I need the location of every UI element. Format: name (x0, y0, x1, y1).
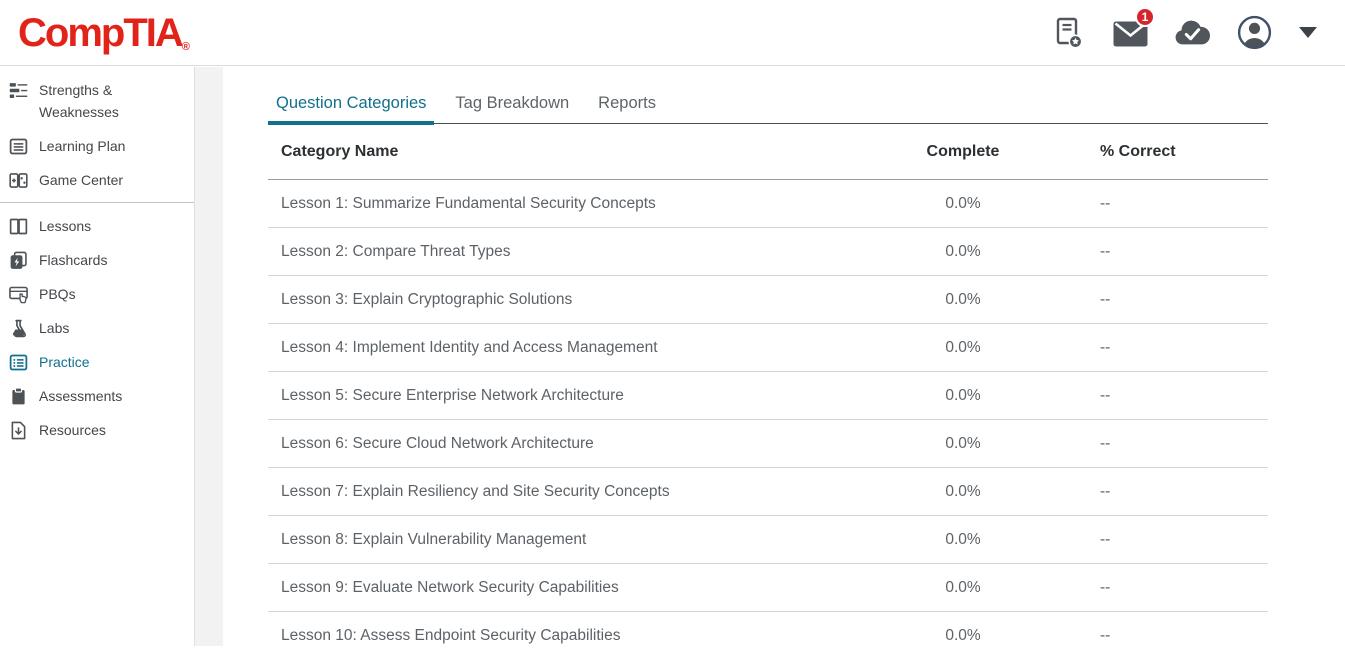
cloud-check-icon[interactable] (1173, 14, 1211, 52)
category-cell: Lesson 2: Compare Threat Types (281, 242, 511, 260)
sidebar-item-label: Game Center (39, 172, 124, 188)
pointer-card-icon (8, 284, 29, 305)
account-icon[interactable] (1235, 14, 1273, 52)
sidebar-item-label: Flashcards (39, 252, 108, 268)
correct-cell: -- (1100, 386, 1111, 404)
sidebar-item-labs[interactable]: Labs (0, 311, 194, 345)
correct-cell: -- (1100, 338, 1111, 356)
sidebar-item-label: Resources (39, 422, 106, 438)
category-cell: Lesson 7: Explain Resiliency and Site Se… (281, 482, 670, 500)
sidebar-item-practice[interactable]: Practice (0, 345, 194, 379)
sidebar-divider (0, 202, 194, 203)
sidebar-item-label: Assessments (39, 388, 123, 404)
sidebar-item-label: Practice (39, 354, 90, 370)
table-row[interactable]: Lesson 2: Compare Threat Types 0.0% -- (268, 228, 1268, 276)
tab-bar: Question Categories Tag Breakdown Report… (268, 86, 1268, 125)
table-row[interactable]: Lesson 1: Summarize Fundamental Security… (268, 180, 1268, 228)
sidebar-nav: Strengths & Weaknesses Learning Plan Gam… (0, 67, 194, 646)
sidebar-item-flashcards[interactable]: Flashcards (0, 243, 194, 277)
top-header: CompTIA® 1 (0, 0, 1345, 66)
notepad-icon (8, 136, 29, 157)
category-cell: Lesson 1: Summarize Fundamental Security… (281, 194, 656, 212)
main-panel: Question Categories Tag Breakdown Report… (223, 66, 1345, 646)
dice-icon (8, 170, 29, 191)
complete-cell: 0.0% (945, 290, 981, 308)
category-cell: Lesson 6: Secure Cloud Network Architect… (281, 434, 594, 452)
list-card-icon (8, 352, 29, 373)
exam-readiness-icon[interactable] (1049, 14, 1087, 52)
tab-tag-breakdown[interactable]: Tag Breakdown (455, 94, 570, 112)
tab-reports[interactable]: Reports (598, 94, 656, 112)
sidebar-gutter (194, 67, 223, 646)
complete-cell: 0.0% (945, 242, 981, 260)
sidebar-item-learning-plan[interactable]: Learning Plan (0, 129, 194, 163)
sidebar-item-strengths-weaknesses[interactable]: Strengths & Weaknesses (0, 73, 194, 129)
correct-cell: -- (1100, 290, 1111, 308)
correct-cell: -- (1100, 242, 1111, 260)
table-row[interactable]: Lesson 5: Secure Enterprise Network Arch… (268, 372, 1268, 420)
correct-cell: -- (1100, 530, 1111, 548)
column-header-complete: Complete (926, 142, 1000, 160)
sidebar-item-assessments[interactable]: Assessments (0, 379, 194, 413)
table-row[interactable]: Lesson 7: Explain Resiliency and Site Se… (268, 468, 1268, 516)
category-cell: Lesson 9: Evaluate Network Security Capa… (281, 578, 619, 596)
correct-cell: -- (1100, 627, 1111, 644)
table-row[interactable]: Lesson 4: Implement Identity and Access … (268, 324, 1268, 372)
category-cell: Lesson 10: Assess Endpoint Security Capa… (281, 627, 621, 644)
complete-cell: 0.0% (945, 482, 981, 500)
unread-count-badge: 1 (1135, 6, 1155, 27)
table-row[interactable]: Lesson 9: Evaluate Network Security Capa… (268, 564, 1268, 612)
category-cell: Lesson 4: Implement Identity and Access … (281, 338, 658, 356)
table-header: Category Name Complete % Correct (268, 124, 1268, 180)
column-header-category: Category Name (281, 142, 399, 160)
sidebar-item-game-center[interactable]: Game Center (0, 163, 194, 197)
lightning-card-icon (8, 250, 29, 271)
messages-icon[interactable]: 1 (1111, 6, 1155, 52)
sidebar-item-label: Strengths & Weaknesses (39, 82, 119, 120)
sidebar-item-label: Lessons (39, 218, 92, 234)
correct-cell: -- (1100, 194, 1111, 212)
correct-cell: -- (1100, 482, 1111, 500)
category-cell: Lesson 3: Explain Cryptographic Solution… (281, 290, 573, 308)
complete-cell: 0.0% (945, 434, 981, 452)
equalizer-icon (8, 80, 29, 101)
sidebar-item-resources[interactable]: Resources (0, 413, 194, 447)
complete-cell: 0.0% (945, 578, 981, 596)
tab-question-categories[interactable]: Question Categories (268, 86, 435, 125)
category-cell: Lesson 8: Explain Vulnerability Manageme… (281, 530, 587, 548)
table-row[interactable]: Lesson 8: Explain Vulnerability Manageme… (268, 516, 1268, 564)
correct-cell: -- (1100, 434, 1111, 452)
sidebar-item-pbqs[interactable]: PBQs (0, 277, 194, 311)
open-book-icon (8, 216, 29, 237)
complete-cell: 0.0% (945, 386, 981, 404)
sidebar-item-label: Labs (39, 320, 70, 336)
complete-cell: 0.0% (945, 530, 981, 548)
table-row[interactable]: Lesson 3: Explain Cryptographic Solution… (268, 276, 1268, 324)
clipboard-icon (8, 386, 29, 407)
chevron-down-icon[interactable] (1299, 27, 1317, 38)
sidebar-item-lessons[interactable]: Lessons (0, 209, 194, 243)
registered-mark: ® (181, 40, 190, 53)
flask-icon (8, 318, 29, 339)
comptia-logo: CompTIA® (18, 10, 190, 55)
category-cell: Lesson 5: Secure Enterprise Network Arch… (281, 386, 624, 404)
complete-cell: 0.0% (945, 627, 981, 644)
table-row[interactable]: Lesson 10: Assess Endpoint Security Capa… (268, 612, 1268, 660)
column-header-correct: % Correct (1100, 142, 1176, 160)
sidebar-item-label: Learning Plan (39, 138, 126, 154)
correct-cell: -- (1100, 578, 1111, 596)
table-row[interactable]: Lesson 6: Secure Cloud Network Architect… (268, 420, 1268, 468)
complete-cell: 0.0% (945, 194, 981, 212)
download-doc-icon (8, 420, 29, 441)
complete-cell: 0.0% (945, 338, 981, 356)
sidebar-item-label: PBQs (39, 286, 76, 302)
